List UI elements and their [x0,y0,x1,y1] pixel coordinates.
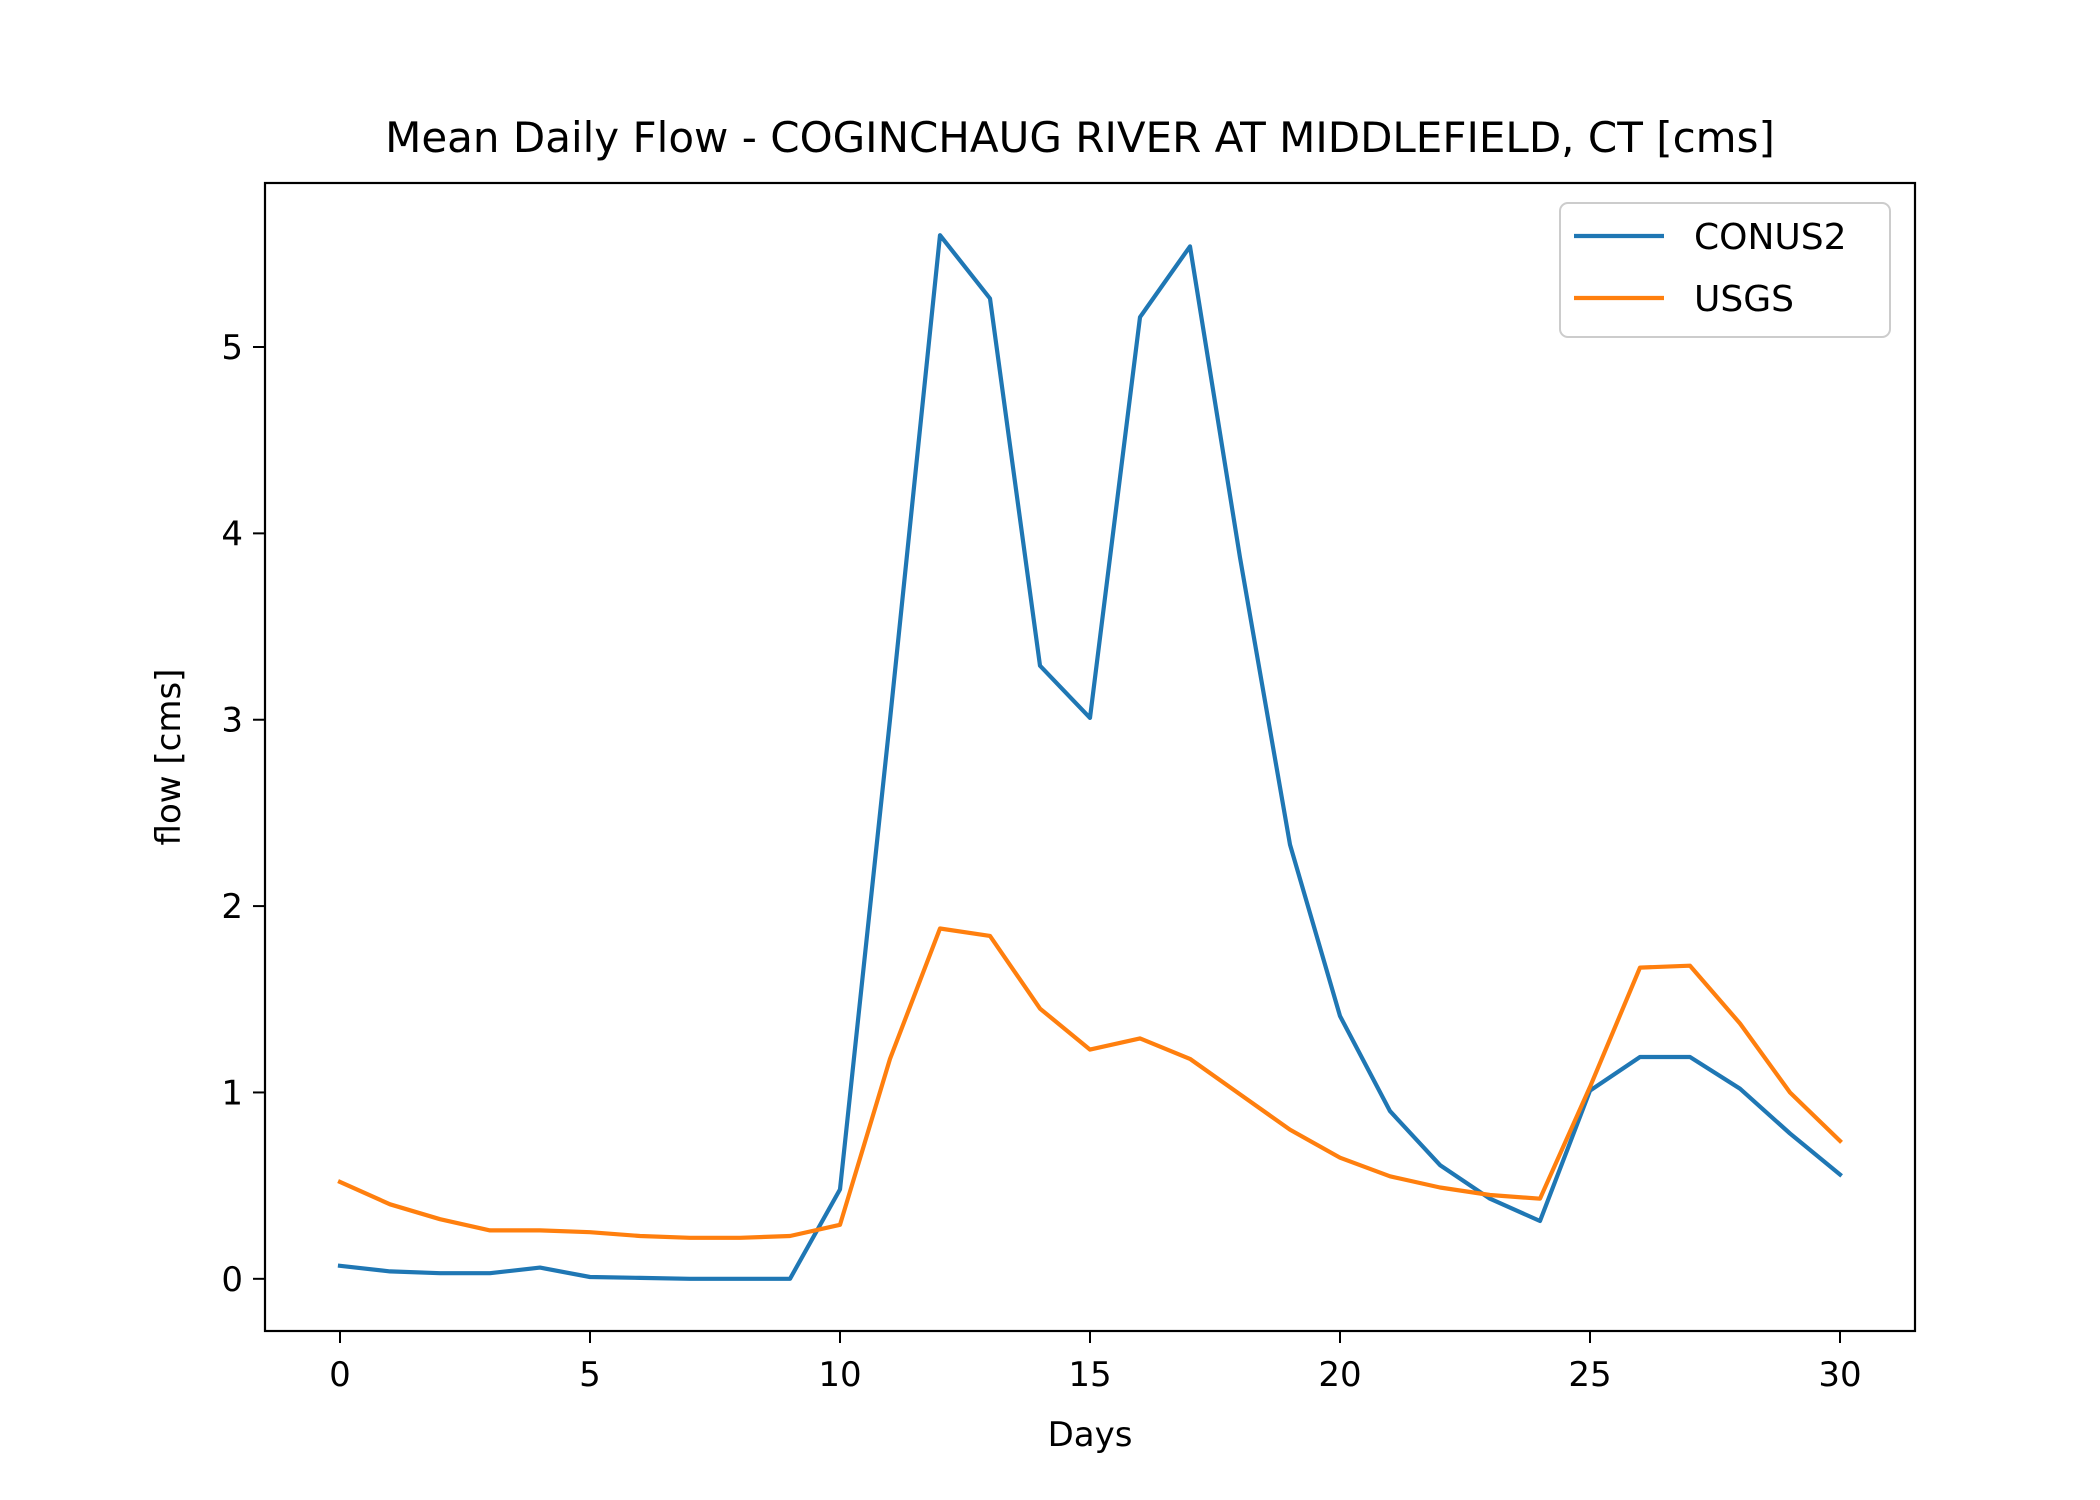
x-tick-label: 20 [1318,1355,1361,1395]
x-tick-label: 5 [579,1355,601,1395]
y-tick-label: 4 [221,514,243,554]
legend-label-conus2: CONUS2 [1694,217,1847,258]
legend: CONUS2 USGS [1559,202,1891,338]
x-tick-label: 30 [1818,1355,1861,1395]
y-tick-label: 1 [221,1073,243,1113]
y-axis-label: flow [cms] [149,669,189,846]
x-tick-label: 0 [329,1355,351,1395]
x-tick-label: 10 [818,1355,861,1395]
legend-label-usgs: USGS [1694,279,1794,320]
x-tick-label: 15 [1068,1355,1111,1395]
y-tick-label: 3 [221,701,243,741]
series-line-usgs [337,926,1843,1240]
y-tick-label: 0 [221,1260,243,1300]
y-tick-label: 2 [221,887,243,927]
x-axis: 0 5 10 15 20 25 30 [329,1331,1862,1395]
y-axis: 0 1 2 3 4 5 [221,328,265,1300]
x-axis-label: Days [1048,1415,1133,1455]
chart-title: Mean Daily Flow - COGINCHAUG RIVER AT MI… [385,113,1775,162]
x-tick-label: 25 [1568,1355,1611,1395]
plot-area [337,233,1843,1281]
y-tick-label: 5 [221,328,243,368]
